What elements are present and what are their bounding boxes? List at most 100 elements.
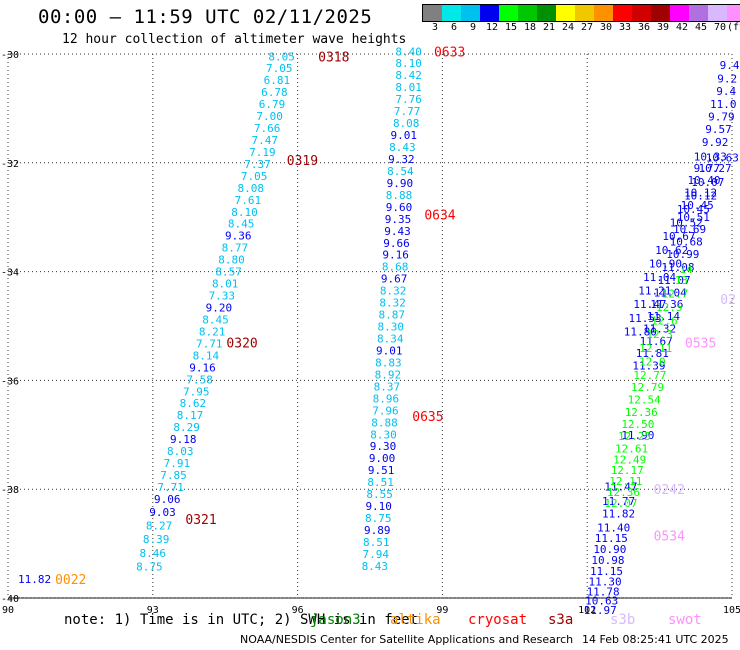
scale-label: 30	[599, 22, 613, 33]
wave-height-value: 10.98	[591, 554, 624, 567]
wave-height-value: 8.54	[387, 165, 414, 178]
wave-height-value: 12.49	[613, 453, 646, 466]
wave-height-value: 7.05	[241, 170, 268, 183]
scale-label: 18	[523, 22, 537, 33]
scale-label: 9	[469, 22, 477, 33]
scale-label: 6	[450, 22, 458, 33]
y-tick-label: -36	[1, 376, 19, 387]
scale-label: 3	[431, 22, 439, 33]
wave-height-value: 7.33	[209, 290, 236, 303]
wave-height-value: 12.36	[625, 406, 658, 419]
mission-altika: altika	[390, 612, 441, 628]
wave-height-value: 9.36	[225, 230, 252, 243]
wave-height-value: 7.19	[249, 146, 276, 159]
scale-swatch-6	[537, 5, 556, 21]
wave-height-value: 8.80	[218, 254, 245, 267]
scale-swatch-13	[670, 5, 689, 21]
wave-height-value: 13	[675, 274, 688, 287]
x-tick-label: 102	[578, 605, 596, 616]
wave-height-value: 12.36	[607, 486, 640, 499]
scale-swatch-2	[461, 5, 480, 21]
wave-height-value: 7.91	[164, 457, 191, 470]
y-tick-label: -30	[1, 50, 19, 61]
wave-height-value: 11.14	[647, 310, 680, 323]
scale-label: 36	[637, 22, 651, 33]
wave-height-value: 14	[680, 263, 694, 276]
wave-height-value: 7.37	[244, 158, 271, 171]
pass-time-label: 02	[720, 293, 736, 308]
scale-label: 24	[561, 22, 575, 33]
scale-label: 15	[504, 22, 518, 33]
wave-height-value: 7.47	[252, 134, 279, 147]
wave-height-value: 12.17	[611, 464, 644, 477]
wave-height-value: 7.71	[157, 481, 184, 494]
wave-height-value: 7.95	[183, 385, 210, 398]
wave-height-value: 11.08	[661, 261, 694, 274]
wave-height-value: 8.05	[268, 51, 295, 64]
wave-height-value: 8.43	[362, 560, 389, 573]
wave-height-value: 8.21	[199, 325, 226, 338]
wave-height-value: 12.79	[631, 381, 664, 394]
pass-time-label: 0320	[226, 336, 257, 351]
wave-height-value: 12.7	[662, 287, 689, 300]
wave-height-value: 11.53	[629, 312, 662, 325]
wave-height-value: 11.30	[588, 576, 621, 589]
color-scale-bar	[422, 4, 740, 22]
wave-height-value: 8.08	[393, 117, 420, 130]
note-text: note: 1) Time is in UTC; 2) SWH is in fe…	[64, 612, 419, 628]
wave-height-value: 10.40	[687, 174, 720, 187]
wave-height-value: 9.01	[376, 344, 403, 357]
scale-label: 21	[542, 22, 556, 33]
wave-height-value: 7.85	[160, 469, 187, 482]
wave-height-value: 8.27	[146, 520, 173, 533]
wave-height-value: 8.96	[373, 392, 400, 405]
wave-height-value: 8.08	[238, 182, 265, 195]
wave-height-value: 12.11	[639, 342, 672, 355]
pass-time-label: 0535	[685, 336, 716, 351]
wave-height-value: 7.77	[394, 105, 421, 118]
wave-height-value: 8.29	[173, 421, 200, 434]
wave-height-value: 10.33	[694, 150, 727, 163]
wave-height-value: 8.17	[177, 409, 204, 422]
wave-height-value: 8.51	[367, 476, 394, 489]
chart-title: 00:00 – 11:59 UTC 02/11/2025	[38, 6, 373, 28]
scale-swatch-9	[594, 5, 613, 21]
wave-height-value: 11.15	[595, 532, 628, 545]
scale-label: 70	[713, 22, 727, 33]
scale-swatch-15	[708, 5, 727, 21]
wave-height-value: 11.39	[632, 360, 665, 373]
scale-swatch-0	[423, 5, 442, 21]
wave-height-value: 8.88	[371, 416, 398, 429]
wave-height-value: 11.81	[636, 347, 669, 360]
wave-height-value: 10.27	[699, 162, 732, 175]
wave-height-value: 12.11	[609, 475, 642, 488]
wave-height-value: 8.51	[363, 536, 390, 549]
wave-height-value: 9.30	[370, 440, 397, 453]
pass-time-label: 0321	[185, 513, 216, 528]
x-tick-label: 96	[292, 605, 304, 616]
pass-time-label: 0635	[412, 410, 443, 425]
wave-height-value: 10.63	[585, 595, 618, 608]
mission-s3a: s3a	[548, 612, 574, 628]
wave-height-value: 9.16	[382, 249, 409, 262]
scale-label: 39	[656, 22, 670, 33]
wave-height-value: 9.67	[381, 273, 408, 286]
wave-height-value: 9.66	[383, 237, 410, 250]
wave-height-value: 9.89	[364, 524, 391, 537]
wave-height-value: 7.61	[235, 194, 262, 207]
wave-height-value: 12.0	[639, 355, 666, 368]
wave-height-value: 9.51	[368, 464, 395, 477]
wave-height-value: 10.45	[681, 199, 714, 212]
wave-height-value: 8.03	[167, 445, 194, 458]
wave-height-value: 10.90	[649, 257, 682, 270]
wave-height-value: 12.61	[615, 442, 648, 455]
y-tick-label: -40	[1, 594, 19, 605]
wave-height-value: 8.55	[366, 488, 393, 501]
wave-height-value: 9.10	[365, 500, 392, 513]
wave-height-value: 8.10	[231, 206, 258, 219]
pass-time-label: 0534	[654, 529, 685, 544]
wave-height-value: 12.77	[633, 369, 666, 382]
pass-time-label: 0318	[318, 51, 349, 66]
wave-height-value: 11.47	[604, 480, 637, 493]
